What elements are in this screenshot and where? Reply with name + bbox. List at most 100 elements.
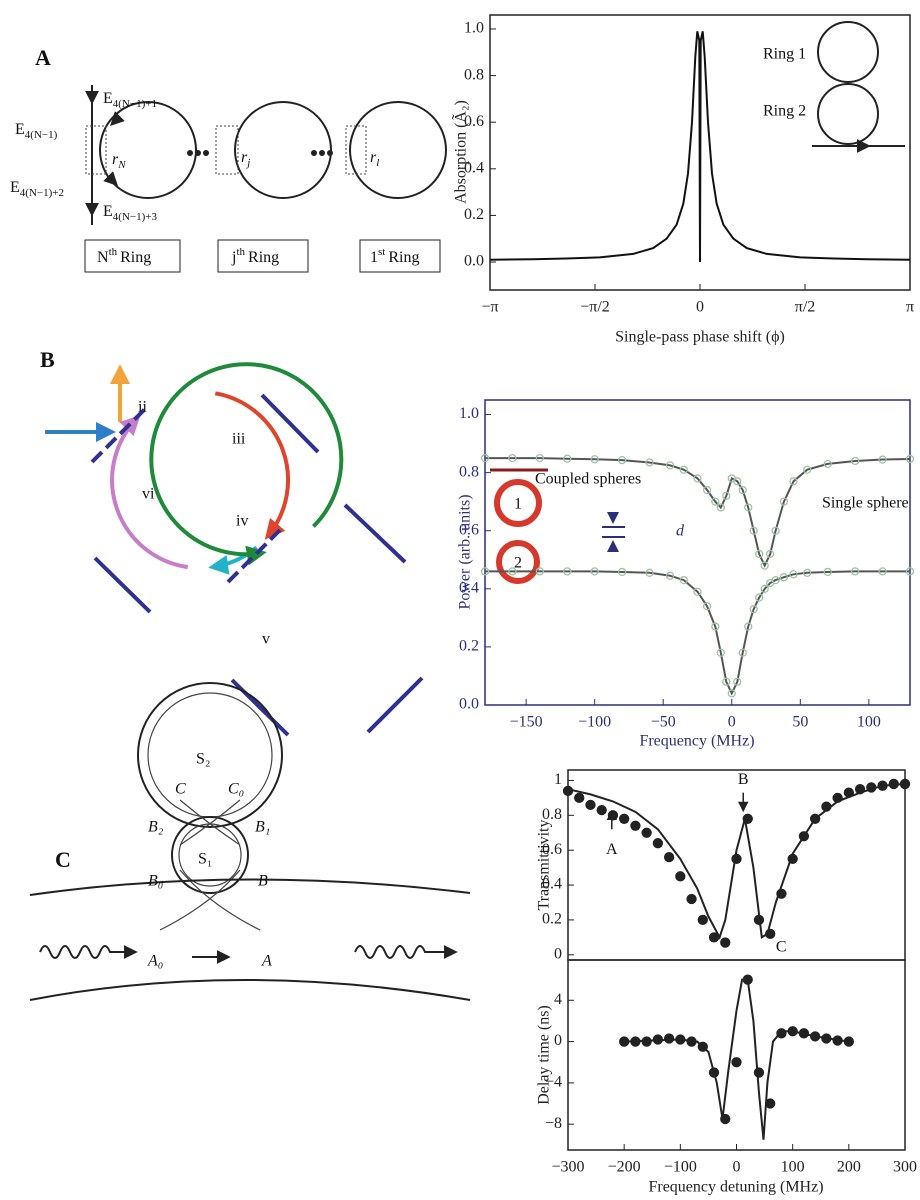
text-part: 4(N−1)+3 <box>113 211 158 223</box>
arc <box>110 414 189 570</box>
coupling-path <box>159 869 261 931</box>
data-point <box>766 549 775 559</box>
ring-name: jth Ring <box>231 246 279 266</box>
data-point <box>711 497 720 506</box>
x-tick-label: 100 <box>857 714 881 731</box>
annotation: C <box>776 938 787 955</box>
x-tick-label: −π/2 <box>580 299 610 316</box>
data-point <box>480 453 490 463</box>
text-part: th <box>236 246 245 258</box>
inset-label: Ring 2 <box>763 103 806 120</box>
ellipsis <box>187 150 333 156</box>
y-tick-label: 0.8 <box>464 66 484 83</box>
data-point <box>686 893 697 905</box>
x-tick-label: −100 <box>578 714 611 731</box>
data-point <box>742 974 753 985</box>
data-point <box>641 1036 652 1047</box>
data-point <box>789 570 798 579</box>
text-part: r <box>370 149 377 166</box>
data-point <box>590 455 599 464</box>
data-point <box>508 453 517 463</box>
annotation: A <box>606 841 618 858</box>
data-point <box>877 780 888 791</box>
data-point <box>563 567 572 576</box>
y-tick-label: 0 <box>554 1032 562 1049</box>
data-point <box>733 477 742 486</box>
data-point <box>480 567 490 576</box>
text-part: E <box>10 179 20 196</box>
data-point <box>697 1041 708 1052</box>
data-point <box>779 497 789 506</box>
arc-label: iv <box>236 513 248 530</box>
mirror <box>226 528 282 584</box>
mode-label: B₀ <box>148 873 163 890</box>
data-point <box>798 1028 810 1039</box>
y-tick-label: 0.4 <box>459 579 479 596</box>
series-label: Coupled spheres <box>535 471 641 488</box>
y-tick-label: 0.0 <box>464 253 484 270</box>
mirror <box>343 503 407 564</box>
data-point <box>617 455 627 465</box>
mode-label: B₂ <box>148 819 164 836</box>
data-point <box>720 937 731 948</box>
text-part: Ring <box>388 249 419 266</box>
y-axis-title: Delay time (ns) <box>536 1005 553 1105</box>
data-point <box>619 813 630 824</box>
x-tick-label: 300 <box>893 1159 917 1176</box>
text-part: r <box>241 149 248 166</box>
ring-name: Nth Ring <box>97 246 151 266</box>
data-point <box>535 453 544 463</box>
x-tick-label: −50 <box>651 714 676 731</box>
data-point <box>878 455 887 464</box>
x-tick-label: 0 <box>696 299 704 316</box>
ring-name: 1st Ring <box>370 246 419 266</box>
data-point <box>821 801 832 812</box>
gap-arrows <box>607 512 619 552</box>
resonator <box>171 816 249 894</box>
data-point <box>753 1067 765 1078</box>
plot-frame <box>567 959 906 1151</box>
arc <box>214 391 291 540</box>
text-part: l <box>376 157 379 169</box>
inset-sphere <box>496 540 540 584</box>
data-point <box>878 567 887 576</box>
inset-label: 1 <box>514 496 522 513</box>
ring-box <box>84 239 181 273</box>
y-axis-title: Absorption (Ã₂) <box>452 100 470 204</box>
y-tick-label: 0.8 <box>459 463 479 480</box>
data-point <box>760 584 769 593</box>
resonator <box>137 682 283 828</box>
coupling-label: rN <box>112 151 126 171</box>
data-point <box>665 461 675 470</box>
text-part: j <box>231 249 236 266</box>
data-point <box>617 567 627 577</box>
data-point <box>574 792 585 804</box>
text-part: 1 <box>370 249 378 266</box>
data-point <box>753 914 765 926</box>
x-tick-label: 0 <box>733 1159 741 1176</box>
data-point <box>733 677 742 686</box>
x-tick-label: −300 <box>551 1159 584 1176</box>
x-axis-title: Frequency detuning (MHz) <box>648 1179 823 1195</box>
data-point <box>702 602 712 611</box>
inset-ring <box>817 21 879 83</box>
pulse <box>39 945 138 959</box>
text-part: E <box>103 90 113 107</box>
coupling-path <box>179 799 241 846</box>
text-part: th <box>109 246 118 258</box>
data-point <box>652 838 664 849</box>
y-axis-title: Power (arb. units) <box>457 494 474 609</box>
shape <box>327 150 333 156</box>
text-part: j <box>245 157 250 169</box>
data-point <box>744 622 753 631</box>
arc-label: ii <box>138 399 147 416</box>
data-point <box>823 567 832 577</box>
data-point <box>760 561 769 570</box>
pulse <box>354 945 458 959</box>
inset-sphere <box>494 479 542 527</box>
text-part: st <box>378 246 385 258</box>
data-point <box>720 1113 731 1125</box>
data-point <box>843 787 854 798</box>
field-label: E4(N−1)+1 <box>103 90 157 110</box>
data-point <box>809 813 821 824</box>
